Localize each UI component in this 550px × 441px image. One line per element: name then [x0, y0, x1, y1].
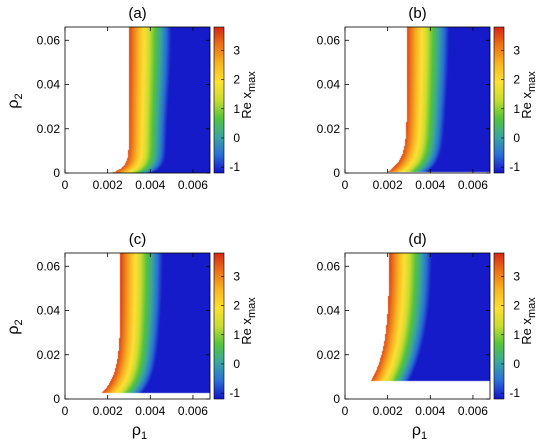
colorbar-tick-label: 2 — [233, 73, 240, 87]
colorbar-tick-label: 1 — [233, 102, 240, 116]
colorbar-tick-label: 3 — [513, 43, 520, 57]
x-tick-label: 0.002 — [93, 178, 123, 192]
panel-label: (d) — [408, 231, 426, 248]
heatmap-image — [345, 253, 490, 399]
colorbar-tick-label: 1 — [513, 328, 520, 342]
x-tick-label: 0 — [342, 178, 349, 192]
x-axis-title: ρ1 — [412, 422, 427, 441]
colorbar-tick-label: 2 — [513, 299, 520, 313]
y-tick-label: 0.04 — [317, 304, 341, 318]
plot-frame — [64, 252, 211, 400]
x-tick-label: 0.002 — [373, 178, 403, 192]
x-tick-label: 0.002 — [373, 404, 403, 418]
x-tick-label: 0.006 — [458, 404, 488, 418]
y-axis-title: ρ2 — [5, 93, 25, 108]
y-tick-label: 0.02 — [37, 122, 61, 136]
colorbar-tick-label: -1 — [509, 160, 520, 174]
x-tick-label: 0 — [62, 404, 69, 418]
heatmap-image — [65, 253, 210, 399]
y-tick-label: 0.06 — [37, 259, 61, 273]
y-tick-label: 0.02 — [37, 348, 61, 362]
y-tick-label: 0.04 — [37, 304, 61, 318]
panel-label: (b) — [408, 5, 426, 22]
colorbar-title: Re xmax — [519, 71, 538, 119]
colorbar-tick-label: 3 — [513, 269, 520, 283]
x-tick-label: 0.002 — [93, 404, 123, 418]
colorbar — [493, 26, 505, 174]
colorbar-tick-label: -1 — [229, 160, 240, 174]
y-tick-label: 0.06 — [317, 259, 341, 273]
colorbar-tick-label: -1 — [229, 386, 240, 400]
x-tick-label: 0.006 — [458, 178, 488, 192]
plot-frame — [344, 252, 491, 400]
colorbar-tick-label: 2 — [233, 299, 240, 313]
y-tick-label: 0.04 — [317, 78, 341, 92]
x-tick-label: 0.004 — [135, 404, 165, 418]
colorbar — [213, 252, 225, 400]
y-tick-label: 0.06 — [317, 33, 341, 47]
y-tick-label: 0.02 — [317, 348, 341, 362]
colorbar-tick-label: 1 — [233, 328, 240, 342]
y-tick-label: 0 — [333, 166, 340, 180]
colorbar-tick-label: 0 — [513, 131, 520, 145]
x-axis-title: ρ1 — [132, 422, 147, 441]
x-tick-label: 0.004 — [135, 178, 165, 192]
x-tick-label: 0 — [62, 178, 69, 192]
y-tick-label: 0.02 — [317, 122, 341, 136]
y-tick-label: 0.06 — [37, 33, 61, 47]
y-tick-label: 0 — [53, 166, 60, 180]
colorbar — [493, 252, 505, 400]
plot-frame — [64, 26, 211, 174]
colorbar-title: Re xmax — [239, 297, 258, 345]
y-tick-label: 0 — [333, 392, 340, 406]
panel-a: 0 0.002 0.004 0.006 0 0.02 0.04 0.06 (a) ρ2 -1 0 1 2 3… — [5, 5, 258, 192]
colorbar-tick-label: 3 — [233, 43, 240, 57]
colorbar — [213, 26, 225, 174]
x-tick-label: 0.004 — [415, 404, 445, 418]
panel-c: 0 0.002 0.004 0.006 0 0.02 0.04 0.06 (c) ρ2 ρ1 -1 0 1… — [5, 231, 258, 441]
panel-label: (c) — [129, 231, 147, 248]
y-tick-label: 0 — [53, 392, 60, 406]
x-tick-label: 0.006 — [178, 178, 208, 192]
colorbar-title: Re xmax — [519, 297, 538, 345]
x-tick-label: 0 — [342, 404, 349, 418]
panel-b: 0 0.002 0.004 0.006 0 0.02 0.04 0.06 (b) -1 0 1 2 3 Re… — [317, 5, 538, 192]
plot-frame — [344, 26, 491, 174]
heatmap-image — [345, 27, 490, 173]
colorbar-tick-label: 0 — [513, 357, 520, 371]
panel-d: 0 0.002 0.004 0.006 0 0.02 0.04 0.06 (d) ρ1 -1 0 1 2 3… — [317, 231, 538, 441]
panel-label: (a) — [128, 5, 146, 22]
colorbar-tick-label: 0 — [233, 131, 240, 145]
colorbar-tick-label: 1 — [513, 102, 520, 116]
y-axis-title: ρ2 — [5, 319, 25, 334]
colorbar-tick-label: -1 — [509, 386, 520, 400]
x-tick-label: 0.004 — [415, 178, 445, 192]
heatmap-image — [65, 27, 210, 173]
colorbar-tick-label: 2 — [513, 73, 520, 87]
colorbar-tick-label: 0 — [233, 357, 240, 371]
colorbar-tick-label: 3 — [233, 269, 240, 283]
x-tick-label: 0.006 — [178, 404, 208, 418]
colorbar-title: Re xmax — [239, 71, 258, 119]
y-tick-label: 0.04 — [37, 78, 61, 92]
